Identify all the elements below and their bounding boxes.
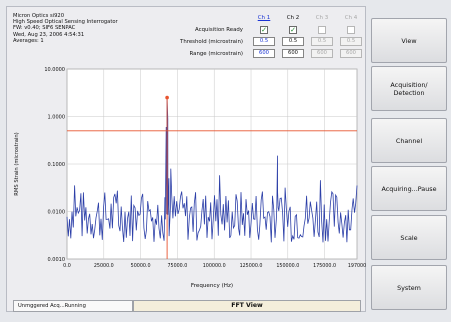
y-tick-label: 0.0100 bbox=[48, 210, 66, 216]
x-tick-label: 75000.0 bbox=[167, 263, 187, 269]
channel-2-threshold-field[interactable]: 0.5 bbox=[282, 37, 304, 46]
channel-3-threshold-field[interactable]: 0.5 bbox=[311, 37, 333, 46]
y-tick-label: 0.1000 bbox=[48, 162, 66, 168]
acquiring-pause-button[interactable]: Acquiring...Pause bbox=[371, 166, 447, 211]
x-axis-label: Frequency (Hz) bbox=[191, 283, 233, 289]
channel-1-acquire-checkbox[interactable]: ✓ bbox=[260, 26, 268, 34]
acquisition-status: Unmggered Acq...Running bbox=[13, 300, 133, 312]
range-label: Range (microstrain) bbox=[189, 51, 243, 57]
x-tick-label: 0.0 bbox=[63, 263, 71, 269]
x-tick-label: 175000.0 bbox=[313, 263, 336, 269]
channel-1-range-field[interactable]: 600 bbox=[253, 49, 275, 58]
channel-4-threshold-field[interactable]: 0.5 bbox=[340, 37, 362, 46]
fft-chart[interactable]: 0.0010 0.0100 0.1000 1.0000 10.0000 0.0 25000… bbox=[7, 67, 367, 297]
view-title: FFT View bbox=[133, 300, 361, 312]
main-panel: Micron Optics si920 High Speed Optical S… bbox=[6, 6, 366, 312]
threshold-label: Threshold (microstrain) bbox=[180, 39, 243, 45]
x-tick-label: 125000.0 bbox=[240, 263, 263, 269]
channel-3-acquire-checkbox[interactable] bbox=[318, 26, 326, 34]
y-tick-labels: 0.0010 0.0100 0.1000 1.0000 10.0000 bbox=[44, 67, 65, 263]
fft-series-line bbox=[66, 97, 358, 243]
y-axis-label: RMS Strain (microstrain) bbox=[14, 132, 20, 195]
x-tick-label: 100000.0 bbox=[203, 263, 226, 269]
info-line-3: FW: v0.40; SIF6 SENPAC bbox=[13, 25, 76, 32]
system-button[interactable]: System bbox=[371, 265, 447, 310]
info-line-2: High Speed Optical Sensing Interrogator bbox=[13, 19, 118, 26]
channel-4-acquire-checkbox[interactable] bbox=[347, 26, 355, 34]
x-tick-labels: 0.0 25000.0 50000.0 75000.0 100000.0 125000.0… bbox=[63, 263, 366, 269]
channel-button[interactable]: Channel bbox=[371, 118, 447, 163]
x-tick-label: 25000.0 bbox=[94, 263, 114, 269]
x-tick-label: 150000.0 bbox=[276, 263, 299, 269]
channel-4-range-field[interactable]: 600 bbox=[340, 49, 362, 58]
x-tick-label: 197000 bbox=[348, 263, 366, 269]
channel-2-range-field[interactable]: 600 bbox=[282, 49, 304, 58]
channel-2-header[interactable]: Ch 2 bbox=[286, 15, 300, 21]
acquisition-ready-label: Acquisition Ready bbox=[195, 27, 243, 33]
info-line-1: Micron Optics si920 bbox=[13, 13, 64, 19]
acquisition-detection-button[interactable]: Acquisition/ Detection bbox=[371, 66, 447, 111]
info-line-4: Wed, Aug 23, 2006 4:54:31 bbox=[13, 31, 85, 38]
x-tick-label: 50000.0 bbox=[131, 263, 151, 269]
peak-dot bbox=[165, 95, 169, 100]
y-tick-label: 0.0010 bbox=[48, 257, 66, 263]
channel-3-range-field[interactable]: 600 bbox=[311, 49, 333, 58]
channel-4-header[interactable]: Ch 4 bbox=[344, 15, 358, 21]
info-line-5: Averages: 1 bbox=[13, 37, 44, 44]
view-button[interactable]: View bbox=[371, 18, 447, 63]
channel-1-header[interactable]: Ch 1 bbox=[257, 15, 271, 21]
instrument-info: Micron Optics si920 High Speed Optical S… bbox=[13, 13, 118, 44]
y-tick-label: 10.0000 bbox=[44, 67, 65, 73]
y-tick-label: 1.0000 bbox=[48, 115, 66, 121]
channel-3-header[interactable]: Ch 3 bbox=[315, 15, 329, 21]
scale-button[interactable]: Scale bbox=[371, 215, 447, 260]
channel-2-acquire-checkbox[interactable]: ✓ bbox=[289, 26, 297, 34]
channel-1-threshold-field[interactable]: 0.5 bbox=[253, 37, 275, 46]
